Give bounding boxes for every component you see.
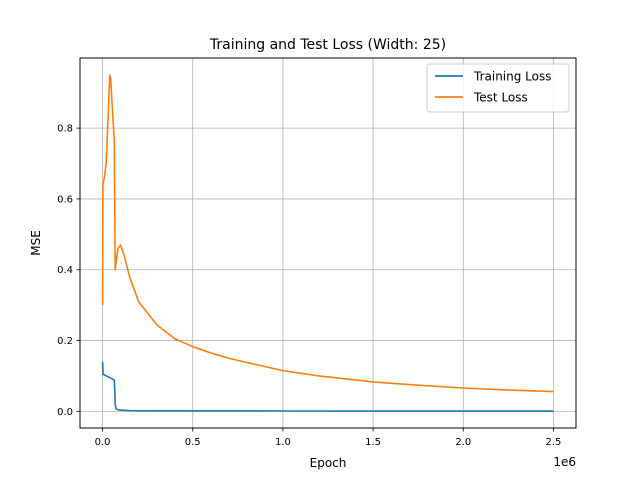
- y-axis: 0.0 0.2 0.4 0.6 0.8: [57, 124, 80, 418]
- x-tick-label: 1.0: [275, 437, 291, 448]
- x-tick-label: 0.0: [95, 437, 111, 448]
- x-tick-label: 0.5: [185, 437, 201, 448]
- legend: Training Loss Test Loss: [426, 63, 570, 113]
- y-axis-label: MSE: [29, 230, 43, 256]
- y-tick-label: 0.0: [57, 407, 73, 418]
- grid: [80, 58, 576, 428]
- legend-label-test-loss: Test Loss: [473, 91, 528, 105]
- x-axis-offset-label: 1e6: [553, 455, 576, 469]
- x-tick-label: 1.5: [365, 437, 381, 448]
- y-tick-label: 0.8: [57, 124, 73, 135]
- x-axis-label: Epoch: [310, 456, 347, 470]
- x-tick-label: 2.0: [455, 437, 471, 448]
- series-line-training-loss: [101, 361, 554, 412]
- plot-frame: [79, 57, 577, 429]
- legend-label-training-loss: Training Loss: [473, 70, 551, 84]
- x-axis: 0.0 0.5 1.0 1.5 2.0 2.5: [95, 428, 562, 448]
- chart-title: Training and Test Loss (Width: 25): [209, 37, 446, 53]
- y-tick-label: 0.2: [57, 336, 73, 347]
- series-line-test-loss: [101, 74, 554, 393]
- series-lines: [101, 74, 554, 412]
- x-tick-label: 2.5: [546, 437, 562, 448]
- y-tick-label: 0.4: [57, 265, 73, 276]
- y-tick-label: 0.6: [57, 194, 73, 205]
